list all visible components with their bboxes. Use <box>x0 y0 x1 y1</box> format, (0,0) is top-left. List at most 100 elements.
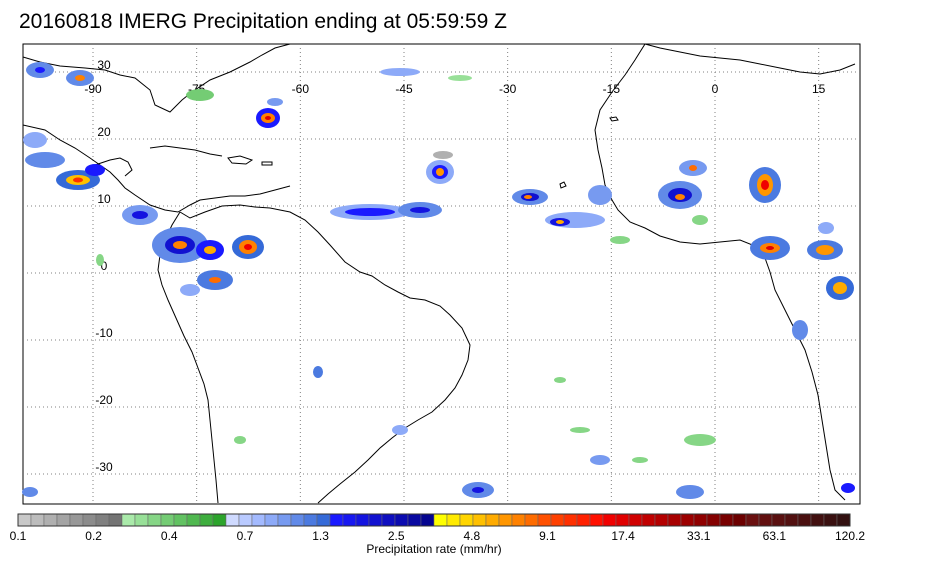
map-frame <box>22 43 861 505</box>
colorbar-swatch <box>537 513 552 527</box>
colorbar-frame <box>17 513 851 527</box>
latitude-labels: 30 20 10 0 -10 -20 -30 <box>95 58 113 474</box>
colorbar-tick-label: 4.8 <box>463 529 481 543</box>
precip-cluster-caribbean <box>256 98 283 128</box>
colorbar-swatch <box>628 513 643 527</box>
longitude-label: -90 <box>84 82 102 96</box>
colorbar-tick-label: 17.4 <box>611 529 635 543</box>
colorbar-swatch <box>381 513 396 527</box>
colorbar-swatch <box>602 513 617 527</box>
colorbar-tick-label: 120.2 <box>834 529 866 543</box>
coastline-north-america <box>22 43 291 113</box>
coastline-cape-verde <box>559 181 567 189</box>
colorbar-tick-label: 63.1 <box>762 529 787 543</box>
colorbar-swatch <box>745 513 760 527</box>
colorbar-swatch <box>43 513 58 527</box>
colorbar-swatch <box>563 513 578 527</box>
colorbar-swatch <box>225 513 240 527</box>
colorbar-tick-label: 33.1 <box>687 529 711 543</box>
colorbar-swatch <box>251 513 266 527</box>
colorbar-tick-label: 0.2 <box>85 529 102 543</box>
latitude-label: -10 <box>95 326 113 340</box>
precip-cluster-central-america <box>23 132 158 225</box>
colorbar-tick-label: 1.3 <box>312 529 329 543</box>
colorbar-tick-label: 0.4 <box>160 529 178 543</box>
coastline-africa-west <box>594 43 846 501</box>
colorbar-swatch <box>290 513 305 527</box>
precip-cluster-atlantic-itcz <box>330 151 612 228</box>
colorbar-swatch <box>17 513 32 527</box>
colorbar <box>17 513 851 527</box>
colorbar-swatch <box>784 513 799 527</box>
colorbar-swatch <box>108 513 123 527</box>
coastline-africa-north <box>644 43 856 75</box>
longitude-label: -15 <box>603 82 621 96</box>
colorbar-swatch <box>56 513 71 527</box>
coastline-cuba <box>149 145 223 157</box>
colorbar-swatch <box>329 513 344 527</box>
colorbar-swatch <box>95 513 110 527</box>
colorbar-swatch <box>693 513 708 527</box>
colorbar-swatch <box>576 513 591 527</box>
colorbar-swatch <box>498 513 513 527</box>
longitude-label: 15 <box>812 82 826 96</box>
colorbar-swatch <box>615 513 630 527</box>
colorbar-tick-label: 0.1 <box>9 529 27 543</box>
colorbar-swatch <box>459 513 474 527</box>
colorbar-swatch <box>238 513 253 527</box>
latitude-label: -30 <box>95 460 113 474</box>
colorbar-swatch <box>420 513 435 527</box>
colorbar-tick-label: 9.1 <box>539 529 556 543</box>
colorbar-swatch <box>30 513 45 527</box>
colorbar-swatch <box>69 513 84 527</box>
colorbar-swatch <box>810 513 825 527</box>
latitude-label: 20 <box>97 125 111 139</box>
colorbar-swatch <box>836 513 851 527</box>
colorbar-swatch <box>355 513 370 527</box>
colorbar-swatch <box>147 513 162 527</box>
longitude-label: -60 <box>292 82 310 96</box>
precip-cluster-light-scattered <box>96 215 708 463</box>
map-title: 20160818 IMERG Precipitation ending at 0… <box>19 10 507 33</box>
colorbar-swatch <box>667 513 682 527</box>
precip-cluster-colombia <box>152 227 264 296</box>
coastlines <box>22 43 856 504</box>
colorbar-swatch <box>134 513 149 527</box>
colorbar-swatch <box>589 513 604 527</box>
colorbar-swatch <box>368 513 383 527</box>
colorbar-swatch <box>277 513 292 527</box>
colorbar-swatch <box>82 513 97 527</box>
colorbar-swatch <box>485 513 500 527</box>
coastline-yucatan <box>94 157 133 177</box>
colorbar-title: Precipitation rate (mm/hr) <box>366 542 502 556</box>
colorbar-swatch <box>550 513 565 527</box>
latitude-label: 30 <box>97 58 111 72</box>
latitude-label: 0 <box>101 259 108 273</box>
latitude-label: 10 <box>97 192 111 206</box>
colorbar-tick-label: 2.5 <box>387 529 405 543</box>
colorbar-swatch <box>264 513 279 527</box>
colorbar-swatch <box>680 513 695 527</box>
coastline-puerto-rico <box>261 161 273 166</box>
colorbar-swatch <box>316 513 331 527</box>
colorbar-swatch <box>446 513 461 527</box>
precip-cluster-north-atlantic <box>26 62 472 101</box>
coastline-south-america <box>179 204 471 504</box>
colorbar-swatch <box>472 513 487 527</box>
colorbar-swatch <box>186 513 201 527</box>
colorbar-swatch <box>706 513 721 527</box>
latitude-label: -20 <box>95 393 113 407</box>
longitude-label: 0 <box>712 82 719 96</box>
colorbar-swatch <box>654 513 669 527</box>
precip-cluster-south-atlantic <box>22 366 855 499</box>
colorbar-swatch <box>823 513 838 527</box>
colorbar-swatch <box>641 513 656 527</box>
colorbar-swatch <box>758 513 773 527</box>
colorbar-swatch <box>524 513 539 527</box>
colorbar-swatch <box>771 513 786 527</box>
colorbar-swatch <box>173 513 188 527</box>
colorbar-swatch <box>160 513 175 527</box>
precipitation-field <box>22 62 855 499</box>
colorbar-swatch <box>407 513 422 527</box>
